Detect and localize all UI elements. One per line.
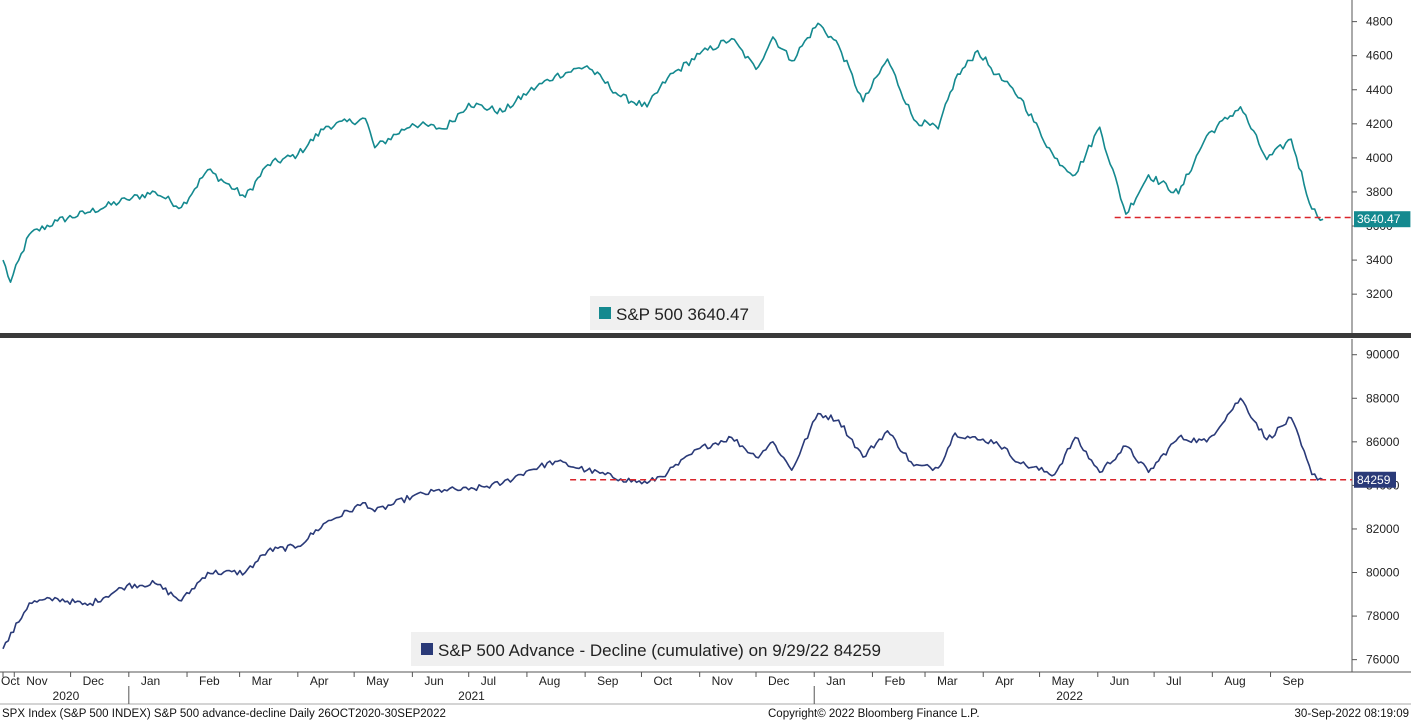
year-label-2020: 2020	[53, 689, 80, 703]
month-label-0: Oct	[1, 674, 20, 688]
g-top-series-line	[2, 22, 1324, 283]
month-label-13: Nov	[712, 674, 733, 688]
footer-source: SPX Index (S&P 500 INDEX) S&P 500 advanc…	[2, 708, 446, 720]
g-top-ytick-label-7: 4600	[1366, 49, 1393, 63]
month-label-20: Jun	[1110, 674, 1129, 688]
year-label-2022: 2022	[1056, 689, 1083, 703]
month-label-18: Apr	[995, 674, 1014, 688]
spx-panel: 3200340036003800400042004400460048003640…	[2, 15, 1411, 301]
g-top-ytick-label-3: 3800	[1366, 185, 1393, 199]
footer-timestamp: 30-Sep-2022 08:19:09	[1295, 708, 1409, 720]
spx-legend-label: S&P 500 3640.47	[616, 305, 749, 324]
month-label-14: Dec	[768, 674, 789, 688]
month-label-8: Jun	[424, 674, 443, 688]
g-top-ytick-label-6: 4400	[1366, 83, 1393, 97]
g-top-ytick-label-5: 4200	[1366, 117, 1393, 131]
month-label-2: Dec	[83, 674, 104, 688]
month-label-9: Jul	[481, 674, 496, 688]
g-bottom-ytick-label-2: 80000	[1366, 566, 1400, 580]
g-top-ytick-label-8: 4800	[1366, 15, 1393, 29]
g-bottom-ytick-label-7: 90000	[1366, 348, 1400, 362]
g-bottom-ytick-label-6: 88000	[1366, 391, 1400, 405]
month-label-15: Jan	[826, 674, 845, 688]
month-label-12: Oct	[653, 674, 672, 688]
g-bottom-ytick-label-3: 82000	[1366, 522, 1400, 536]
g-bottom-ytick-label-0: 76000	[1366, 653, 1400, 667]
ad-last-value-badge-bg	[1354, 471, 1396, 488]
month-label-19: May	[1052, 674, 1075, 688]
spx-legend: S&P 500 3640.47	[590, 296, 764, 330]
month-label-16: Feb	[884, 674, 905, 688]
g-bottom-ytick-label-1: 78000	[1366, 609, 1400, 623]
month-label-7: May	[366, 674, 389, 688]
g-top-ytick-label-4: 4000	[1366, 151, 1393, 165]
panel-divider[interactable]	[0, 333, 1411, 338]
spx-last-value-badge: 3640.47	[1357, 212, 1401, 226]
spx-legend-swatch	[599, 307, 611, 319]
ad-legend-box	[411, 632, 944, 666]
ad-last-value-badge: 84259	[1357, 473, 1391, 487]
month-label-4: Feb	[199, 674, 220, 688]
spx-last-value-badge-bg	[1354, 211, 1411, 228]
ad-legend-swatch	[421, 643, 433, 655]
ad-panel: 7600078000800008200084000860008800090000…	[2, 348, 1400, 667]
g-bottom-ytick-label-5: 86000	[1366, 435, 1400, 449]
month-label-6: Apr	[310, 674, 329, 688]
month-label-5: Mar	[252, 674, 273, 688]
month-label-11: Sep	[597, 674, 619, 688]
month-label-1: Nov	[26, 674, 47, 688]
month-label-23: Sep	[1283, 674, 1305, 688]
month-label-22: Aug	[1224, 674, 1245, 688]
spx-legend-box	[590, 296, 764, 330]
year-label-2021: 2021	[458, 689, 485, 703]
g-top-ytick-label-0: 3200	[1366, 287, 1393, 301]
month-label-21: Jul	[1166, 674, 1181, 688]
month-label-3: Jan	[141, 674, 160, 688]
ad-legend: S&P 500 Advance - Decline (cumulative) o…	[411, 632, 944, 666]
g-top-ytick-label-1: 3400	[1366, 253, 1393, 267]
month-label-10: Aug	[539, 674, 560, 688]
footer-copyright: Copyright© 2022 Bloomberg Finance L.P.	[768, 708, 980, 720]
month-label-17: Mar	[937, 674, 958, 688]
g-bottom-series-line	[2, 397, 1324, 650]
ad-legend-label: S&P 500 Advance - Decline (cumulative) o…	[438, 641, 881, 660]
x-axis: Oct Nov Dec Jan Feb Mar Apr May Jun Jul Aug Sep Oct N…	[1, 672, 1304, 704]
